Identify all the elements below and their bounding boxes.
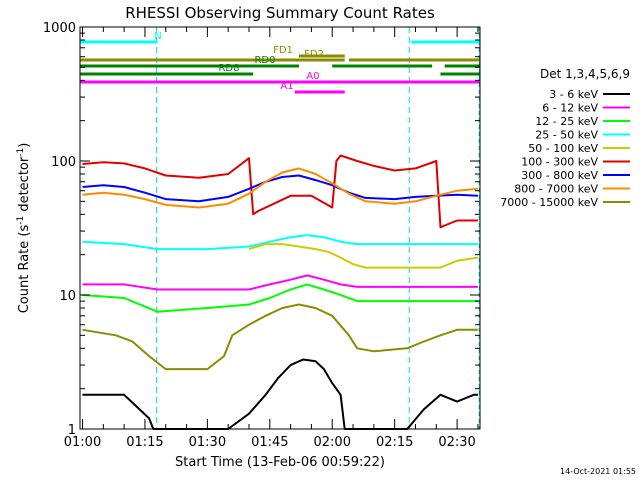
x-axis-label: Start Time (13-Feb-06 00:59:22) xyxy=(175,455,385,470)
legend-label: 50 - 100 keV xyxy=(528,142,598,155)
series-line-800-7000kev xyxy=(82,167,478,209)
y-tick-label: 100 xyxy=(51,155,76,170)
x-tick-label: 02:00 xyxy=(314,435,351,450)
series-line-100-300kev xyxy=(82,154,478,229)
flag-label-fd2: FD2 xyxy=(304,49,324,60)
legend-label: 100 - 300 keV xyxy=(521,156,598,169)
x-tick-label: 02:30 xyxy=(438,435,475,450)
series-line-300-800kev xyxy=(82,174,478,203)
legend-label: 7000 - 15000 keV xyxy=(500,196,598,209)
flag-label-a0: A0 xyxy=(306,71,319,82)
plot-frame xyxy=(79,26,481,430)
flag-label-fd1: FD1 xyxy=(273,45,293,56)
flag-label-rd8: RD8 xyxy=(218,63,239,74)
x-tick-label: 01:15 xyxy=(126,435,163,450)
series-line-6-12kev xyxy=(82,274,478,291)
legend-label: 12 - 25 keV xyxy=(535,115,598,128)
series-line-12-25kev xyxy=(82,283,478,313)
x-axis-ticks: 01:00 01:15 01:30 01:45 02:00 02:15 02:30 xyxy=(64,27,479,450)
x-tick-label: 01:00 xyxy=(64,435,101,450)
y-tick-label: 1 xyxy=(68,423,76,438)
flags-group: N FD1 FD2 RD0 RD8 A0 A1 xyxy=(80,31,480,94)
y-tick-label: 10 xyxy=(59,289,76,304)
flag-label-a1: A1 xyxy=(280,81,293,92)
flag-label-n: N xyxy=(154,31,161,42)
legend-label: 800 - 7000 keV xyxy=(514,183,598,196)
y-axis-label: Count Rate (s-1 detector-1) xyxy=(16,143,32,314)
legend-label: 25 - 50 keV xyxy=(535,129,598,142)
legend-label: 300 - 800 keV xyxy=(521,169,598,182)
flag-label-rd0: RD0 xyxy=(254,55,275,66)
x-tick-label: 02:15 xyxy=(376,435,413,450)
series-line-25-50kev xyxy=(82,234,478,251)
chart-title: RHESSI Observing Summary Count Rates xyxy=(125,4,435,22)
legend-title: Det 1,3,4,5,6,9 xyxy=(540,67,630,81)
legend-label: 3 - 6 keV xyxy=(549,88,598,101)
y-tick-label: 1000 xyxy=(43,21,76,36)
timestamp: 14-Oct-2021 01:55 xyxy=(560,467,636,476)
x-tick-label: 01:45 xyxy=(251,435,288,450)
series-line-7000-15000kev xyxy=(82,303,478,371)
y-axis-ticks: 1 10 100 1000 xyxy=(43,21,480,438)
legend-label: 6 - 12 keV xyxy=(542,102,598,115)
x-tick-label: 01:30 xyxy=(189,435,226,450)
series-line-50-100kev xyxy=(248,243,479,269)
